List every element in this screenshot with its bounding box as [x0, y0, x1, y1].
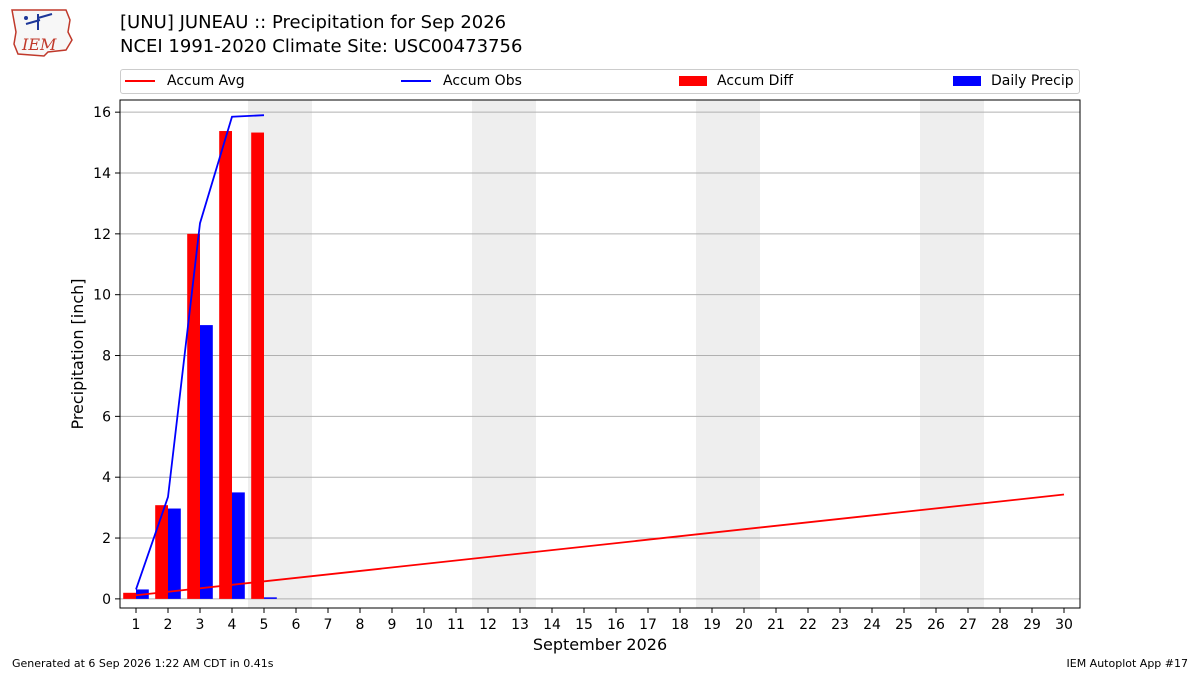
- accum-obs-line: [135, 114, 265, 590]
- x-tick-label: 11: [447, 617, 465, 633]
- x-tick-label: 2: [164, 617, 173, 633]
- x-tick-label: 25: [895, 617, 913, 633]
- weekend-band: [952, 100, 984, 608]
- x-tick-label: 14: [543, 617, 561, 633]
- x-tick-label: 22: [799, 617, 817, 633]
- x-tick-label: 29: [1023, 617, 1041, 633]
- x-tick-label: 24: [863, 617, 881, 633]
- legend-item-accum-diff: Accum Diff: [679, 73, 793, 89]
- x-tick-label: 10: [415, 617, 433, 633]
- legend-item-accum-avg: Accum Avg: [125, 73, 245, 89]
- x-tick-label: 15: [575, 617, 593, 633]
- x-tick-label: 3: [196, 617, 205, 633]
- y-tick-label: 8: [102, 349, 111, 365]
- weekend-band: [472, 100, 504, 608]
- legend-swatch: [125, 80, 155, 82]
- legend-label: Accum Obs: [443, 73, 522, 89]
- daily-precip-bar: [232, 492, 245, 599]
- legend-item-daily-precip: Daily Precip: [953, 73, 1074, 89]
- legend-item-accum-obs: Accum Obs: [401, 73, 522, 89]
- x-tick-label: 4: [228, 617, 237, 633]
- x-tick-label: 13: [511, 617, 529, 633]
- plot-frame: [119, 99, 1081, 609]
- x-tick-label: 7: [324, 617, 333, 633]
- x-axis-label: September 2026: [533, 635, 667, 654]
- daily-precip-bar: [200, 325, 213, 599]
- weekend-band: [504, 100, 536, 608]
- weekend-band: [728, 100, 760, 608]
- daily-precip-bar: [168, 508, 181, 599]
- y-tick-label: 4: [102, 470, 111, 486]
- x-tick-label: 8: [356, 617, 365, 633]
- x-tick-label: 9: [388, 617, 397, 633]
- x-tick-label: 26: [927, 617, 945, 633]
- legend-label: Accum Diff: [717, 73, 794, 89]
- y-tick-label: 6: [102, 409, 111, 425]
- generated-note: Generated at 6 Sep 2026 1:22 AM CDT in 0…: [12, 657, 274, 670]
- accum-avg-line: [135, 493, 1065, 597]
- legend-swatch: [679, 76, 707, 86]
- x-tick-label: 5: [260, 617, 269, 633]
- x-tick-label: 28: [991, 617, 1009, 633]
- weekend-band: [696, 100, 728, 608]
- y-tick-label: 2: [102, 531, 111, 547]
- accum-diff-bar: [251, 132, 264, 599]
- y-tick-label: 10: [93, 288, 111, 304]
- accum-diff-bar: [187, 233, 200, 599]
- chart-subtitle: NCEI 1991-2020 Climate Site: USC00473756: [120, 36, 523, 57]
- x-tick-label: 20: [735, 617, 753, 633]
- chart-legend: Accum Avg Accum Obs Accum Diff Daily Pre…: [120, 69, 1080, 94]
- x-tick-label: 30: [1055, 617, 1073, 633]
- weekend-band: [920, 100, 952, 608]
- x-tick-label: 19: [703, 617, 721, 633]
- x-tick-label: 12: [479, 617, 497, 633]
- x-tick-label: 17: [639, 617, 657, 633]
- chart-title: [UNU] JUNEAU :: Precipitation for Sep 20…: [120, 12, 507, 33]
- accum-diff-bar: [123, 592, 136, 599]
- y-tick-label: 14: [93, 166, 111, 182]
- x-tick-label: 1: [132, 617, 141, 633]
- x-tick-label: 21: [767, 617, 785, 633]
- x-tick-label: 27: [959, 617, 977, 633]
- y-tick-label: 0: [102, 592, 111, 608]
- y-tick-label: 16: [93, 105, 111, 121]
- legend-swatch: [953, 76, 981, 86]
- legend-label: Accum Avg: [167, 73, 245, 89]
- accum-diff-bar: [219, 131, 232, 599]
- legend-label: Daily Precip: [991, 73, 1074, 89]
- weekend-band: [280, 100, 312, 608]
- x-tick-label: 6: [292, 617, 301, 633]
- app-label: IEM Autoplot App #17: [1066, 657, 1189, 670]
- iem-logo: IEM: [8, 6, 78, 58]
- legend-swatch: [401, 80, 431, 82]
- x-tick-label: 16: [607, 617, 625, 633]
- y-axis-label: Precipitation [inch]: [68, 278, 87, 429]
- y-tick-label: 12: [93, 227, 111, 243]
- x-tick-label: 18: [671, 617, 689, 633]
- daily-precip-bar: [264, 597, 277, 599]
- x-tick-label: 23: [831, 617, 849, 633]
- accum-diff-bar: [155, 505, 168, 599]
- svg-text:IEM: IEM: [21, 35, 57, 54]
